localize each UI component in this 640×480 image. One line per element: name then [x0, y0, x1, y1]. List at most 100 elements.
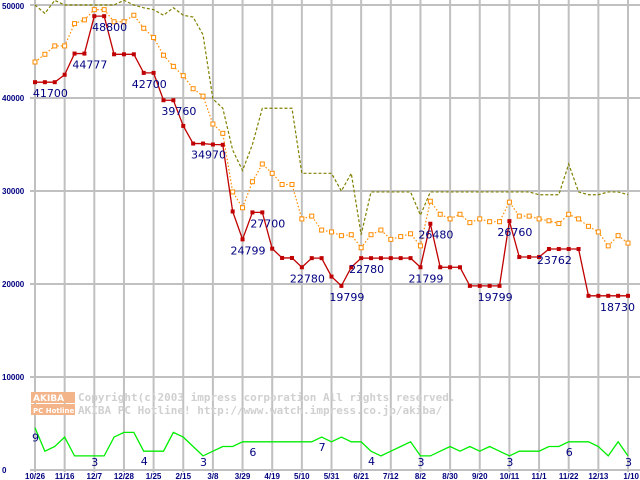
- min-point: [131, 52, 136, 57]
- x-tick-label: 12/7: [87, 472, 103, 480]
- price-label: 42700: [132, 78, 167, 91]
- min-point: [576, 247, 581, 252]
- x-tick-label: 7/12: [383, 472, 399, 480]
- min-point: [616, 293, 621, 298]
- average-point: [378, 227, 384, 233]
- min-point: [181, 123, 186, 128]
- average-point: [180, 73, 186, 79]
- min-point: [438, 265, 443, 270]
- x-tick-label: 12/13: [588, 472, 609, 480]
- logo-block-bottom: [31, 404, 75, 415]
- min-point: [289, 255, 294, 260]
- count-label: 3: [625, 456, 632, 469]
- price-label: 27700: [250, 217, 285, 230]
- average-point: [309, 213, 315, 219]
- logo-top-text: AKIBA: [33, 394, 64, 404]
- min-point: [457, 265, 462, 270]
- count-label: 6: [566, 446, 573, 459]
- average-point: [42, 51, 48, 57]
- price-label: 41700: [33, 87, 68, 100]
- average-point: [111, 19, 117, 25]
- average-point: [62, 43, 68, 49]
- average-point: [190, 86, 196, 92]
- min-point: [448, 265, 453, 270]
- min-point: [527, 255, 532, 260]
- min-point: [141, 70, 146, 75]
- min-point: [497, 283, 502, 288]
- price-label: 48800: [92, 21, 127, 34]
- min-point: [161, 98, 166, 103]
- y-tick-label: 20000: [2, 280, 25, 289]
- average-point: [279, 181, 285, 187]
- min-point: [72, 51, 77, 56]
- min-point: [467, 283, 472, 288]
- min-point: [82, 51, 87, 56]
- average-point: [240, 205, 246, 211]
- average-point: [141, 25, 147, 31]
- min-point: [398, 256, 403, 261]
- count-label: 9: [32, 432, 39, 445]
- count-label: 4: [141, 455, 148, 468]
- min-point: [546, 247, 551, 252]
- min-point: [240, 237, 245, 242]
- x-tick-label: 8/30: [442, 472, 458, 480]
- min-point: [220, 142, 225, 147]
- average-point: [249, 179, 255, 185]
- average-point: [52, 43, 58, 49]
- average-point: [467, 220, 473, 226]
- min-point: [418, 265, 423, 270]
- average-point: [506, 199, 512, 205]
- average-point: [417, 243, 423, 249]
- x-tick-label: 1/10: [623, 472, 639, 480]
- average-point: [200, 93, 206, 99]
- x-tick-label: 5/10: [294, 472, 310, 480]
- average-point: [358, 245, 364, 251]
- min-point: [230, 209, 235, 214]
- min-point: [191, 141, 196, 146]
- min-point: [210, 142, 215, 147]
- average-point: [477, 216, 483, 222]
- average-point: [210, 121, 216, 127]
- url-text: AKIBA PC Hotline! http://www.watch.impre…: [78, 404, 443, 417]
- price-label: 39760: [161, 105, 196, 118]
- x-tick-label: 1/25: [146, 472, 162, 480]
- min-point: [299, 265, 304, 270]
- price-label: 18730: [600, 301, 635, 314]
- logo-bottom-text: PC Hotline!: [33, 407, 77, 415]
- x-tick-label: 9/20: [472, 472, 488, 480]
- min-point: [33, 80, 37, 85]
- min-point: [428, 221, 433, 226]
- min-point: [319, 256, 324, 261]
- price-label: 26480: [418, 229, 453, 242]
- min-point: [42, 80, 47, 85]
- min-point: [556, 247, 561, 252]
- min-point: [52, 80, 57, 85]
- min-point: [566, 247, 571, 252]
- average-point: [338, 233, 344, 239]
- count-label: 3: [417, 456, 424, 469]
- min-point: [359, 256, 364, 261]
- min-point: [349, 265, 354, 270]
- x-tick-label: 2/15: [175, 472, 191, 480]
- y-tick-label: 50000: [2, 2, 25, 11]
- x-tick-label: 12/28: [114, 472, 135, 480]
- count-label: 3: [506, 456, 513, 469]
- average-point: [329, 229, 334, 235]
- min-point: [537, 255, 542, 260]
- min-point: [92, 14, 97, 19]
- average-point: [259, 161, 265, 167]
- min-point: [507, 219, 512, 224]
- average-point: [72, 21, 78, 27]
- count-label: 3: [200, 456, 207, 469]
- average-point: [437, 211, 443, 217]
- x-tick-label: 5/31: [324, 472, 340, 480]
- average-point: [289, 181, 295, 187]
- price-label: 34970: [191, 149, 226, 162]
- average-point: [615, 233, 621, 239]
- count-label: 3: [91, 456, 98, 469]
- average-point: [220, 130, 226, 136]
- average-point: [398, 234, 404, 240]
- min-point: [477, 283, 482, 288]
